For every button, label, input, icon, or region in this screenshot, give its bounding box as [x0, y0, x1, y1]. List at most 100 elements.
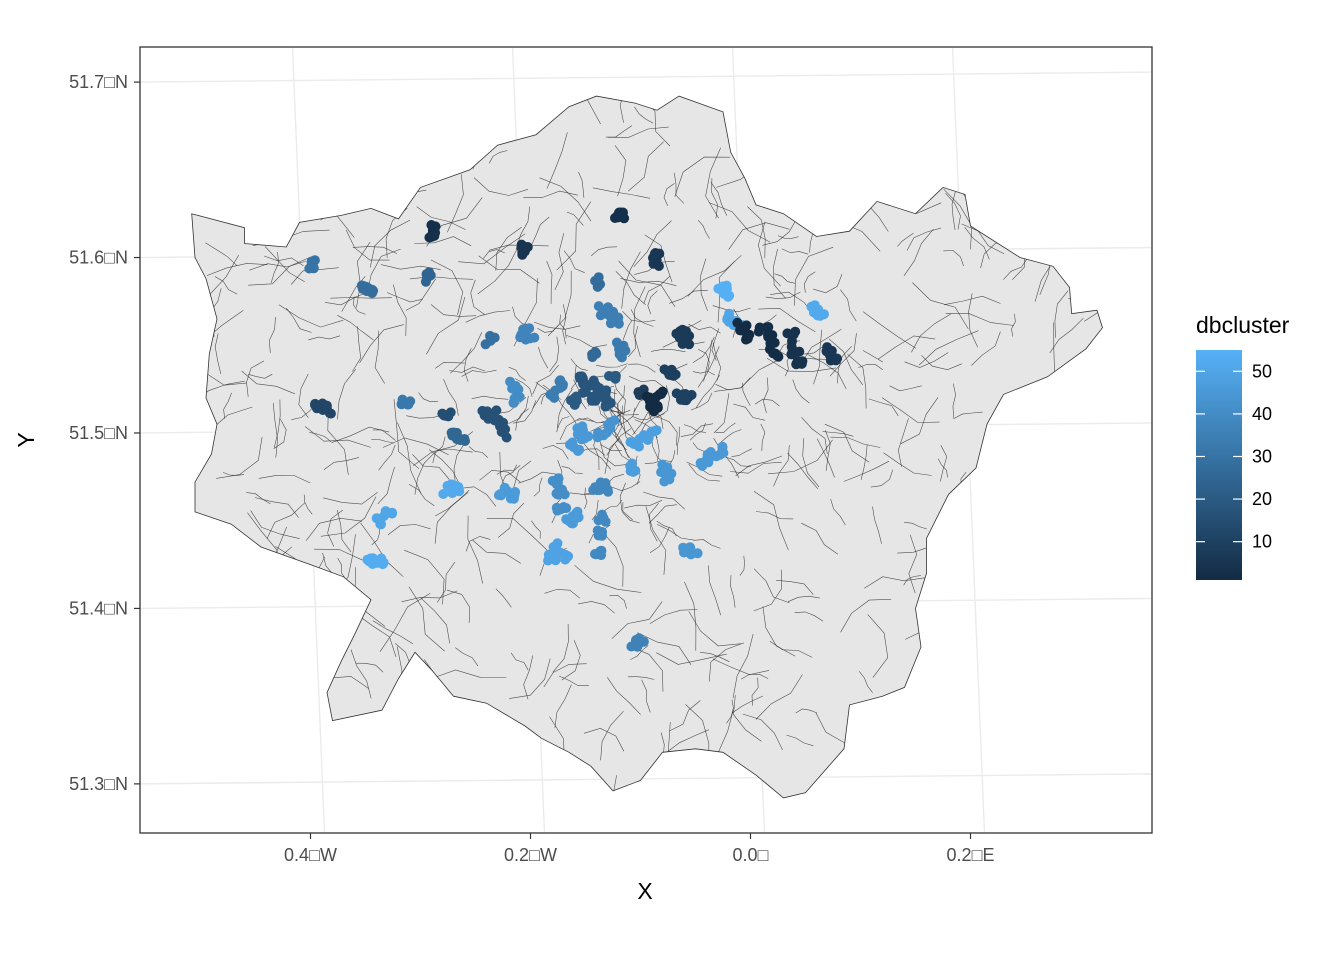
ward-boundary [331, 426, 390, 443]
cluster-point [509, 489, 520, 500]
ward-boundary [386, 292, 423, 303]
ward-boundary [700, 652, 730, 663]
x-tick-label: 0.2□E [947, 845, 995, 865]
ward-boundary [355, 662, 384, 673]
cluster-point [590, 275, 601, 286]
ward-boundary [372, 429, 396, 441]
ward-boundary [649, 503, 659, 542]
ward-boundary [726, 699, 734, 724]
ward-boundary [552, 623, 569, 673]
ward-boundary [792, 379, 810, 404]
ward-boundary [971, 331, 1001, 366]
ward-boundary [657, 524, 695, 541]
cluster-point [596, 545, 607, 556]
cluster-point [560, 554, 571, 565]
cluster-point [405, 396, 416, 407]
ward-boundary [546, 260, 553, 304]
ward-boundary [309, 432, 332, 442]
ward-boundary [719, 429, 742, 444]
ward-boundary [731, 448, 752, 457]
cluster-point [601, 385, 612, 396]
ward-boundary [488, 150, 508, 164]
cluster-point [598, 513, 609, 523]
ward-boundary [627, 326, 639, 358]
ward-boundary [604, 438, 621, 474]
ward-boundary [643, 491, 686, 510]
ward-boundary [617, 407, 636, 427]
cluster-point [310, 399, 320, 410]
panel-border [139, 46, 1153, 834]
cluster-point [426, 231, 437, 242]
ward-boundary [206, 263, 268, 276]
cluster-point [637, 432, 648, 443]
cluster-point [786, 341, 797, 352]
ward-boundary [708, 565, 721, 616]
ward-boundary [414, 236, 472, 247]
ward-boundary [591, 246, 618, 257]
ward-boundary [606, 428, 632, 456]
cluster-point [685, 542, 695, 553]
ward-boundary [943, 250, 964, 267]
ward-boundary [656, 520, 677, 537]
ward-boundary [776, 580, 814, 595]
ward-boundary [944, 295, 1001, 305]
ward-boundary [600, 443, 629, 467]
ward-boundary [918, 330, 979, 366]
ward-boundary [216, 437, 263, 479]
ward-boundary [609, 594, 627, 609]
ward-boundary [650, 348, 686, 353]
ward-boundary [268, 316, 276, 353]
ward-boundary [739, 555, 745, 576]
cluster-point [614, 344, 625, 355]
ward-boundary [1003, 257, 1029, 280]
cluster-point [697, 460, 708, 471]
ward-boundary [428, 449, 461, 486]
ward-boundary [858, 671, 873, 693]
cluster-point [674, 332, 685, 343]
ward-boundary [786, 734, 814, 747]
cluster-point [577, 421, 588, 432]
cluster-point [573, 446, 583, 456]
ward-boundary [732, 634, 754, 698]
ward-boundary [843, 460, 890, 482]
ward-boundary [741, 674, 769, 680]
ward-boundary [742, 713, 783, 751]
ward-boundary [680, 423, 714, 437]
cluster-point [702, 449, 713, 460]
ward-boundary [762, 606, 796, 657]
ward-boundary [470, 279, 486, 316]
ward-boundary [477, 246, 519, 295]
ward-boundary [538, 346, 549, 369]
ward-boundary [629, 376, 666, 389]
ward-boundary [471, 395, 509, 400]
ward-boundary [862, 350, 884, 363]
ward-boundary [418, 392, 439, 403]
ward-boundary [753, 490, 789, 551]
ward-boundary [431, 669, 507, 679]
ward-boundary [753, 568, 790, 604]
ward-boundary [692, 371, 715, 376]
cluster-point [683, 392, 694, 403]
legend-tick-label: 40 [1252, 404, 1272, 424]
ward-boundary [412, 454, 450, 480]
ward-boundary [830, 436, 881, 448]
ward-boundary [563, 250, 585, 273]
ward-boundary [733, 403, 766, 421]
ward-boundary [735, 455, 783, 477]
ward-boundary [404, 549, 445, 605]
ward-boundary [378, 444, 396, 471]
cluster-point [717, 446, 728, 456]
ward-boundary [952, 383, 956, 418]
ward-boundary [354, 612, 397, 657]
cluster-point [543, 549, 554, 560]
ward-boundary [822, 431, 854, 437]
cluster-point [447, 484, 458, 495]
ward-boundary [858, 364, 883, 370]
ward-boundary [824, 423, 870, 463]
ward-boundary [515, 408, 529, 431]
cluster-point [379, 510, 390, 521]
ward-boundary [862, 311, 917, 349]
ward-boundary [308, 335, 341, 341]
legend-tick-label: 50 [1252, 361, 1272, 381]
cluster-point [598, 430, 609, 441]
